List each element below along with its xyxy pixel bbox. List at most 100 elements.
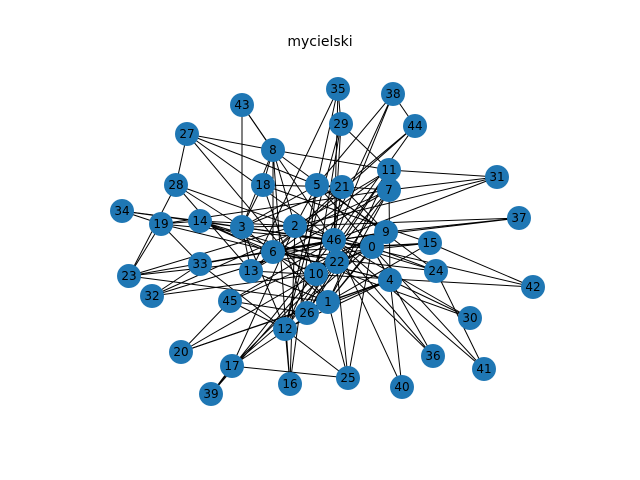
edge-22-36 [336,261,434,357]
node-circle [377,158,401,182]
edge-3-28 [175,184,243,228]
node-circle [251,173,275,197]
node-44: 44 [403,114,427,138]
node-25: 25 [336,366,360,390]
node-label: 20 [173,345,188,359]
node-label: 5 [313,178,321,192]
node-circle [472,357,496,381]
node-circle [424,259,448,283]
node-17: 17 [220,354,244,378]
node-33: 33 [188,252,212,276]
node-circle [390,375,414,399]
node-label: 12 [277,322,292,336]
node-circle [261,240,285,264]
node-45: 45 [218,289,242,313]
node-4: 4 [378,268,402,292]
node-6: 6 [261,240,285,264]
node-24: 24 [424,259,448,283]
node-circle [316,290,340,314]
node-23: 23 [117,264,141,288]
node-13: 13 [239,259,263,283]
node-circle [381,82,405,106]
node-circle [273,317,297,341]
node-circle [295,301,319,325]
edge-15-42 [429,242,534,288]
node-28: 28 [164,173,188,197]
node-circle [218,289,242,313]
node-label: 2 [291,219,299,233]
edge-45-46 [229,239,335,302]
node-5: 5 [305,173,329,197]
node-label: 32 [144,289,159,303]
node-label: 43 [234,98,249,112]
node-label: 16 [282,377,297,391]
node-label: 7 [385,183,393,197]
edge-38-46 [333,93,394,241]
edge-30-46 [333,239,471,319]
node-label: 29 [333,117,348,131]
node-label: 46 [326,233,341,247]
node-41: 41 [472,357,496,381]
edge-10-32 [151,273,317,297]
edge-41-46 [333,239,485,370]
node-circle [326,77,350,101]
node-label: 41 [476,362,491,376]
node-7: 7 [377,178,401,202]
edge-37-46 [333,217,520,241]
node-label: 33 [192,257,207,271]
node-circle [421,344,445,368]
edge-12-29 [284,123,342,330]
node-label: 19 [153,217,168,231]
node-circle [336,366,360,390]
edge-26-45 [229,300,308,314]
node-label: 1 [324,295,332,309]
node-label: 10 [308,267,323,281]
node-label: 15 [422,236,437,250]
edge-5-27 [186,133,318,186]
node-circle [507,206,531,230]
node-label: 45 [222,294,237,308]
node-circle [330,175,354,199]
node-15: 15 [418,231,442,255]
node-label: 11 [381,163,396,177]
node-circle [329,112,353,136]
node-circle [283,214,307,238]
edge-2-8 [272,149,296,227]
node-label: 27 [179,127,194,141]
node-circle [117,264,141,288]
edge-2-37 [294,217,520,227]
node-label: 22 [329,255,344,269]
node-label: 25 [340,371,355,385]
edge-5-35 [316,88,339,186]
node-37: 37 [507,206,531,230]
node-circle [175,122,199,146]
node-circle [458,306,482,330]
node-circle [418,231,442,255]
edge-10-20 [180,273,317,353]
node-36: 36 [421,344,445,368]
node-label: 28 [168,178,183,192]
node-circle [360,235,384,259]
node-circle [230,215,254,239]
node-label: 37 [511,211,526,225]
node-46: 46 [322,228,346,252]
edge-0-25 [347,246,373,379]
node-10: 10 [304,262,328,286]
edge-12-22 [284,261,338,330]
node-9: 9 [374,220,398,244]
node-circle [140,284,164,308]
edge-5-16 [289,184,318,385]
node-circle [261,138,285,162]
node-label: 39 [203,387,218,401]
node-label: 44 [407,119,422,133]
node-circle [169,340,193,364]
node-circle [322,228,346,252]
edge-1-15 [327,242,431,303]
node-8: 8 [261,138,285,162]
node-11: 11 [377,158,401,182]
node-34: 34 [110,199,134,223]
node-26: 26 [295,301,319,325]
node-label: 36 [425,349,440,363]
node-14: 14 [188,209,212,233]
